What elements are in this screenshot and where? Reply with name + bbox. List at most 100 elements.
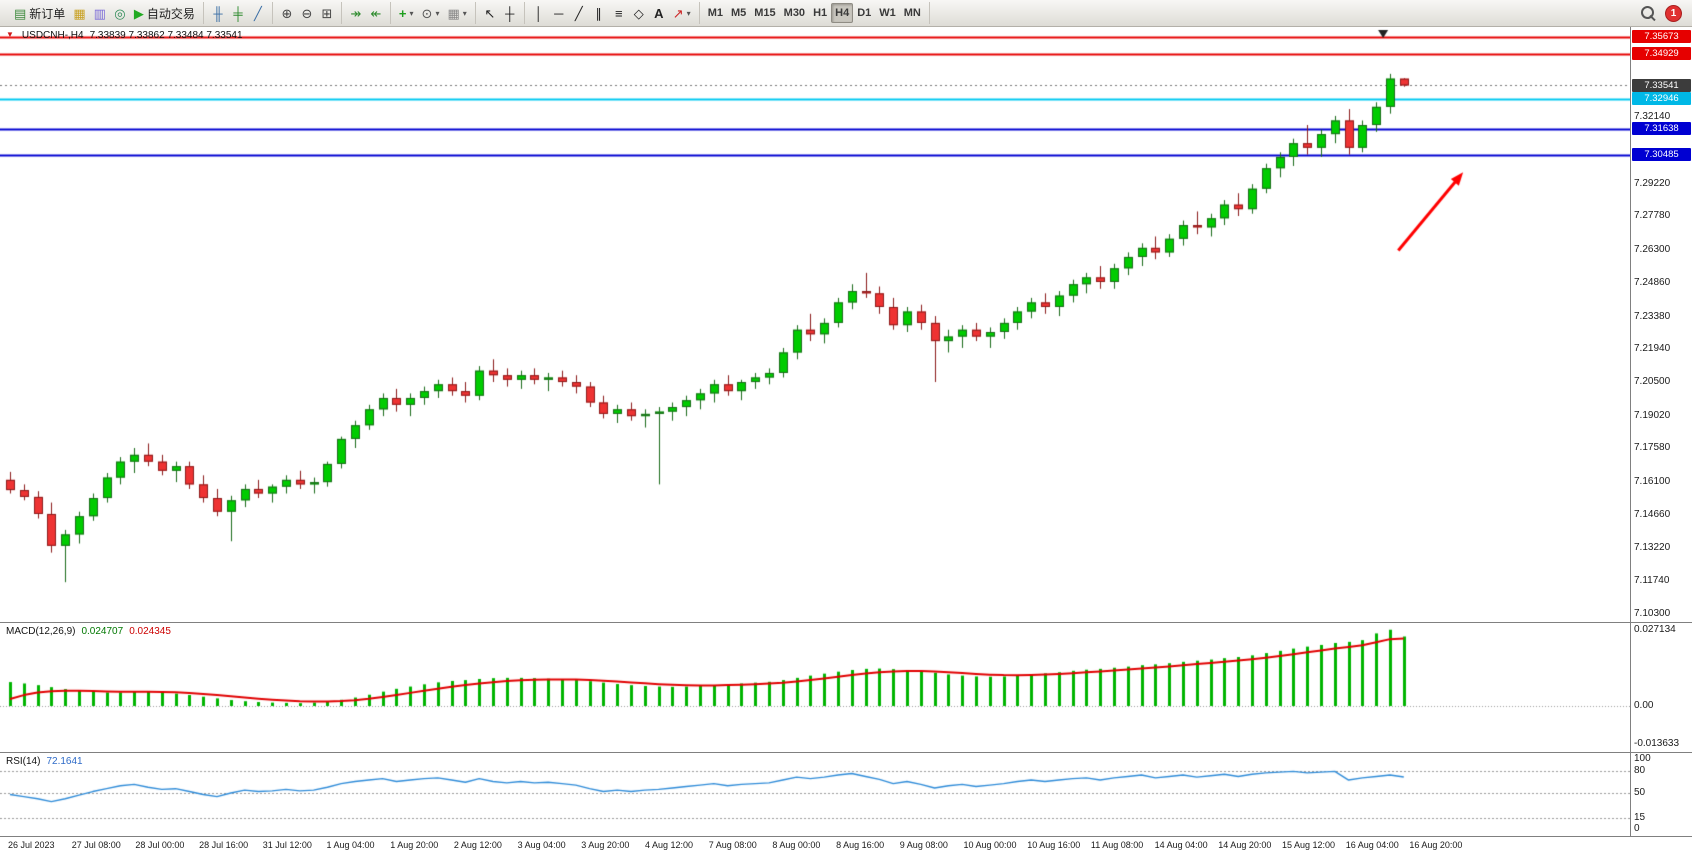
- rsi-value: 72.1641: [46, 756, 83, 767]
- price-badge[interactable]: 7.35673: [1632, 30, 1691, 44]
- price-tick: 7.27780: [1634, 210, 1671, 222]
- arrows-icon: ↗: [672, 5, 684, 21]
- time-axis[interactable]: 26 Jul 2023 27 Jul 08:00 28 Jul 00:00 28 Ju…: [0, 836, 1692, 855]
- text-button[interactable]: A: [649, 3, 669, 23]
- candlestick-chart-button[interactable]: ╪: [228, 3, 248, 23]
- new-order-icon: ▤: [14, 5, 27, 21]
- search-icon[interactable]: [1639, 4, 1657, 22]
- price-tick: 7.32140: [1634, 111, 1671, 123]
- toolbar-right: 1: [1639, 4, 1686, 22]
- macd-value: 0.024707: [81, 626, 124, 637]
- line-chart-icon: ╱: [254, 5, 262, 21]
- macd-panel: MACD(12,26,9) 0.024707 0.024345 0.027134…: [0, 622, 1692, 752]
- channel-button[interactable]: ∥: [589, 3, 609, 23]
- print-button[interactable]: ▥: [90, 3, 110, 23]
- notification-badge[interactable]: 1: [1665, 4, 1682, 22]
- indicators-icon: +: [398, 5, 407, 21]
- timeframe-h1[interactable]: H1: [809, 3, 831, 23]
- alerts-button[interactable]: ◎: [110, 3, 130, 23]
- timeframe-m1[interactable]: M1: [704, 3, 727, 23]
- price-badge[interactable]: 7.34929: [1632, 47, 1691, 61]
- macd-axis-tick: 0.00: [1634, 699, 1654, 711]
- timeframe-w1[interactable]: W1: [875, 3, 900, 23]
- auto-scroll-icon: ↠: [350, 5, 362, 21]
- templates-button[interactable]: ▦ ▾: [443, 3, 470, 23]
- price-badge[interactable]: 7.33541: [1632, 78, 1691, 92]
- time-label: 8 Aug 16:00: [836, 840, 885, 850]
- macd-canvas[interactable]: [0, 623, 1630, 751]
- vertical-line-button[interactable]: │: [529, 3, 549, 23]
- chevron-down-icon: ▾: [462, 8, 467, 18]
- charts-window-button[interactable]: ▦: [69, 3, 89, 23]
- macd-axis-tick: -0.013633: [1634, 738, 1680, 750]
- time-label: 26 Jul 2023: [8, 840, 55, 850]
- rsi-axis[interactable]: 100 80 50 15 0: [1630, 753, 1692, 836]
- main-chart-panel: ▼ USDCNH-,H4 7.33839 7.33862 7.33484 7.3…: [0, 27, 1692, 622]
- auto-scroll-button[interactable]: ↠: [346, 3, 366, 23]
- cursor-icon: ↖: [484, 5, 496, 21]
- time-label: 3 Aug 20:00: [581, 840, 630, 850]
- time-label: 14 Aug 04:00: [1154, 840, 1208, 850]
- timeframe-m30[interactable]: M30: [780, 3, 809, 23]
- bar-chart-icon: ╫: [213, 5, 223, 21]
- indicators-button[interactable]: + ▾: [395, 3, 418, 23]
- symbol-ohlc: 7.33839 7.33862 7.33484 7.33541: [89, 30, 243, 41]
- price-axis[interactable]: 7.32140 7.29220 7.27780 7.26300 7.24860 7.233…: [1630, 27, 1692, 622]
- text-icon: A: [654, 5, 664, 21]
- bar-chart-button[interactable]: ╫: [208, 3, 228, 23]
- rsi-axis-tick: 0: [1634, 823, 1640, 834]
- arrows-button[interactable]: ↗ ▾: [669, 3, 695, 23]
- price-tick: 7.19020: [1634, 409, 1671, 421]
- symbol-name: USDCNH-,H4: [21, 30, 84, 41]
- time-label: 1 Aug 04:00: [326, 840, 375, 850]
- vertical-line-icon: │: [534, 5, 543, 21]
- rsi-axis-tick: 100: [1634, 753, 1651, 764]
- rsi-name: RSI(14): [6, 756, 41, 767]
- price-badge[interactable]: 7.31638: [1632, 122, 1691, 136]
- macd-axis[interactable]: 0.027134 0.00 -0.013633: [1630, 623, 1692, 752]
- price-tick: 7.11740: [1634, 575, 1670, 587]
- chart-shift-button[interactable]: ↞: [366, 3, 386, 23]
- macd-label: MACD(12,26,9) 0.024707 0.024345: [6, 626, 171, 637]
- price-tick: 7.13220: [1634, 541, 1671, 553]
- timeframe-mn[interactable]: MN: [900, 3, 925, 23]
- shapes-icon: ◇: [633, 5, 644, 21]
- periods-button[interactable]: ⊙ ▾: [418, 3, 444, 23]
- timeframe-d1[interactable]: D1: [853, 3, 875, 23]
- templates-icon: ▦: [447, 5, 460, 21]
- tile-windows-button[interactable]: ⊞: [317, 3, 337, 23]
- timeframe-m15[interactable]: M15: [750, 3, 779, 23]
- shapes-button[interactable]: ◇: [629, 3, 649, 23]
- timeframe-m5-label: M5: [730, 7, 747, 19]
- autotrading-button[interactable]: ▶ 自动交易: [130, 3, 199, 23]
- crosshair-icon: ┼: [505, 5, 515, 21]
- fibonacci-button[interactable]: ≡: [609, 3, 629, 23]
- price-badge[interactable]: 7.30485: [1632, 148, 1691, 162]
- price-tick: 7.14660: [1634, 508, 1671, 520]
- fibonacci-icon: ≡: [614, 5, 623, 21]
- rsi-axis-tick: 15: [1634, 812, 1646, 824]
- horizontal-line-button[interactable]: ─: [549, 3, 569, 23]
- main-chart-canvas[interactable]: [0, 27, 1630, 622]
- zoom-in-button[interactable]: ⊕: [277, 3, 297, 23]
- zoom-out-icon: ⊖: [301, 5, 313, 21]
- timeframe-w1-label: W1: [879, 7, 896, 19]
- cursor-button[interactable]: ↖: [480, 3, 500, 23]
- time-label: 1 Aug 20:00: [390, 840, 439, 850]
- timeframe-group: M1 M5 M15 M30 H1 H4 D1 W1 MN: [700, 2, 930, 24]
- zoom-out-button[interactable]: ⊖: [297, 3, 317, 23]
- trendline-button[interactable]: ╱: [569, 3, 589, 23]
- autotrading-icon: ▶: [133, 5, 144, 21]
- alerts-icon: ◎: [114, 5, 126, 21]
- timeframe-h4[interactable]: H4: [831, 3, 854, 23]
- price-badge[interactable]: 7.32946: [1632, 92, 1691, 106]
- timeframe-m30-label: M30: [783, 7, 806, 19]
- rsi-canvas[interactable]: [0, 753, 1630, 835]
- time-label: 8 Aug 00:00: [772, 840, 821, 850]
- new-order-button[interactable]: ▤ 新订单: [10, 3, 69, 23]
- line-chart-button[interactable]: ╱: [248, 3, 268, 23]
- periods-icon: ⊙: [421, 5, 433, 21]
- time-label: 10 Aug 16:00: [1027, 840, 1081, 850]
- crosshair-button[interactable]: ┼: [500, 3, 520, 23]
- timeframe-m5[interactable]: M5: [727, 3, 750, 23]
